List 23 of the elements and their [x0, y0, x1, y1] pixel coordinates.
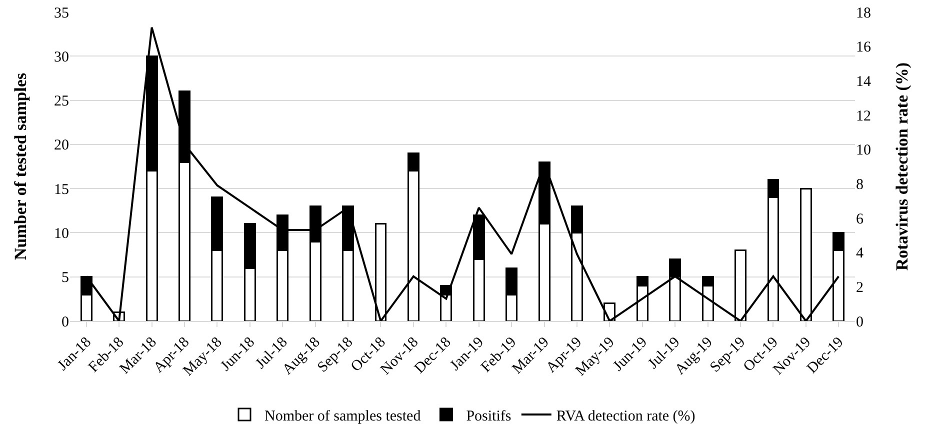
y2-tick-label: 8	[856, 176, 864, 193]
y-axis-title: Number of tested samples	[11, 72, 30, 260]
legend-label: Nomber of samples tested	[264, 408, 422, 424]
y-tick-label: 30	[54, 49, 69, 66]
y-tick-label: 25	[54, 94, 69, 110]
y-tick-label: 0	[62, 314, 69, 330]
legend-label: Positifs	[466, 408, 512, 424]
y2-tick-label: 18	[856, 5, 871, 22]
legend-label: RVA detection rate (%)	[556, 408, 696, 424]
y2-tick-label: 10	[856, 142, 871, 159]
y-tick-label: 35	[54, 5, 69, 22]
y2-tick-label: 2	[856, 280, 864, 296]
y2-axis-title: Rotavirus detection rate (%)	[892, 62, 912, 271]
y2-tick-label: 14	[856, 74, 872, 90]
y-tick-label: 15	[54, 182, 69, 198]
y2-tick-label: 0	[856, 314, 864, 330]
y2-tick-label: 6	[856, 211, 864, 228]
y2-tick-label: 12	[856, 108, 871, 124]
y2-tick-label: 16	[856, 40, 872, 56]
y-tick-label: 5	[62, 270, 69, 286]
y-tick-label: 10	[54, 226, 69, 242]
y2-tick-label: 4	[856, 246, 864, 262]
y-tick-label: 20	[54, 138, 69, 154]
